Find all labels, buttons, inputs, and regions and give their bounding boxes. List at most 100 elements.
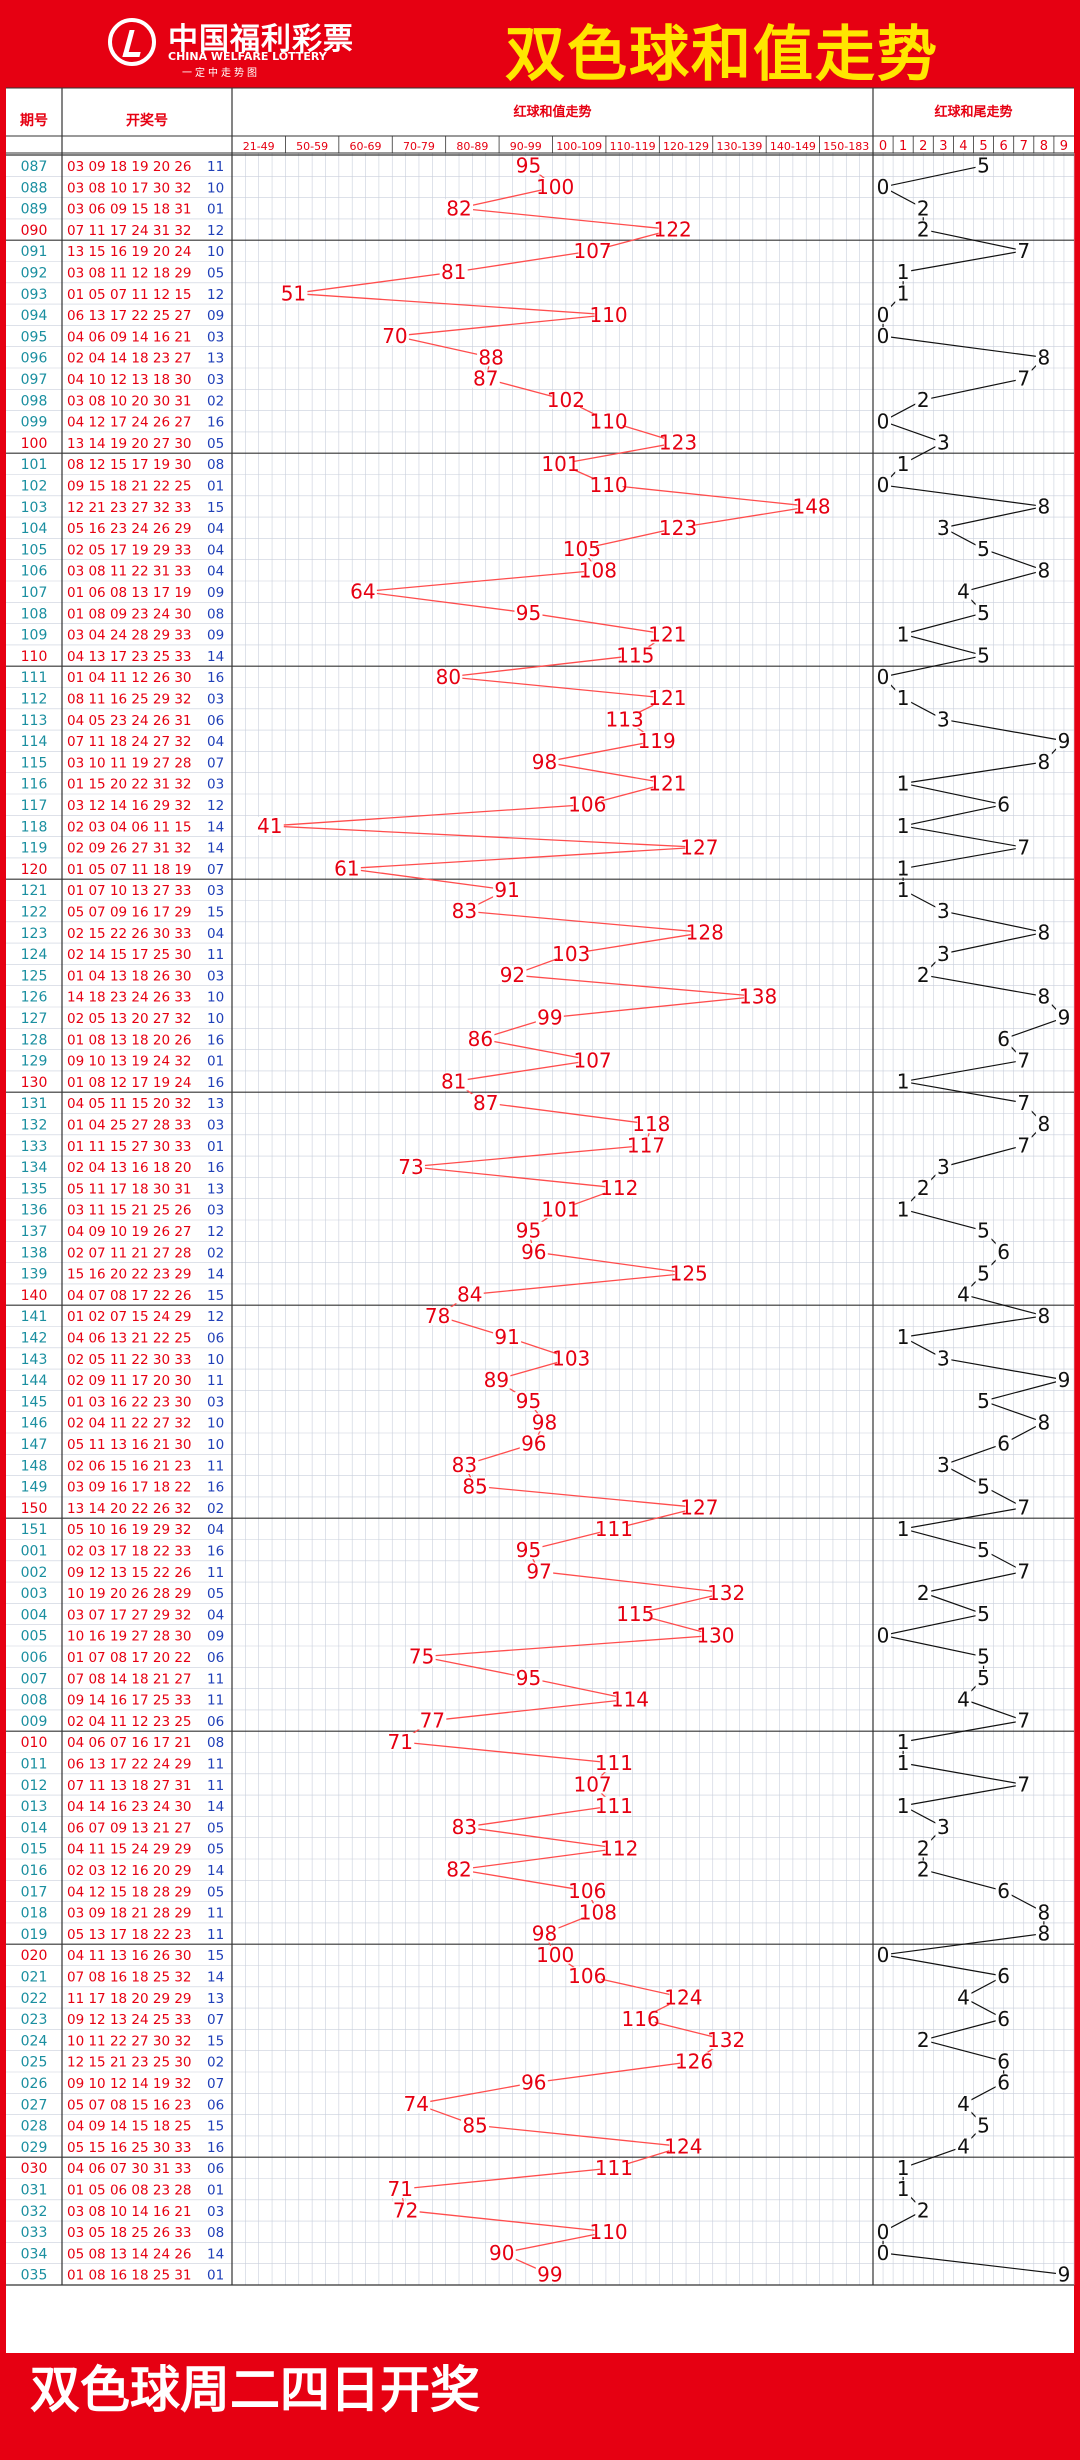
tail-label-bg [995,1967,1012,1986]
tail-label-bg [1055,731,1072,750]
period-cell: 133 [21,1139,48,1155]
sum-value-mark: 130 [696,1623,734,1647]
sum-trend-line [421,1656,529,1679]
sum-label-bg [573,795,602,814]
tail-value-mark: 1 [897,1794,910,1818]
tail-value-mark: 5 [977,1389,990,1413]
red-balls-cell: 04 05 11 15 20 32 [67,1096,192,1112]
red-balls-cell: 03 09 18 21 28 29 [67,1906,192,1922]
sum-value-mark: 106 [568,1879,606,1903]
sum-value-mark: 113 [606,707,644,731]
red-balls-cell: 03 08 10 20 30 31 [67,393,192,409]
sum-value-mark: 100 [536,175,574,199]
sum-trend-line [400,2167,614,2190]
tail-value-mark: 1 [897,878,910,902]
period-cell: 029 [21,2140,48,2156]
period-cell: 111 [21,670,48,686]
sum-label-bg [578,241,607,260]
sum-value-mark: 111 [595,1517,633,1541]
tail-label-bg [875,305,892,324]
tail-label-bg [975,1264,992,1283]
sum-label-bg [471,1093,500,1112]
sum-label-bg [599,1519,628,1538]
period-cell: 001 [21,1544,48,1560]
period-cell: 021 [21,1970,48,1986]
red-balls-cell: 01 05 07 11 12 15 [67,287,192,303]
sum-label-bg [466,1029,495,1048]
red-balls-cell: 04 09 14 15 18 25 [67,2119,192,2135]
red-balls-cell: 04 07 08 17 22 26 [67,1288,192,1304]
blue-ball-cell: 11 [207,1927,224,1943]
red-balls-cell: 06 07 09 13 21 27 [67,1820,192,1836]
blue-ball-cell: 04 [207,521,224,537]
period-cell: 113 [21,713,48,729]
tail-label-bg [995,2052,1012,2071]
sum-value-mark: 117 [627,1133,665,1157]
red-balls-cell: 05 13 17 18 22 23 [67,1927,192,1943]
tail-trend-line [943,718,1065,742]
period-cell: 147 [21,1437,48,1453]
sum-value-mark: 106 [568,1964,606,1988]
sum-label-bg [439,263,468,282]
tail-value-mark: 5 [977,1261,990,1285]
tail-label-bg [995,1881,1012,1900]
tail-label-bg [995,795,1012,814]
tail-label-bg [895,1072,912,1091]
sum-label-bg [578,1775,607,1794]
sum-label-bg [519,1242,548,1261]
logo-slogan: 一定中走势图 [182,68,260,79]
period-cell: 131 [21,1096,48,1112]
blue-ball-cell: 06 [207,1331,224,1347]
blue-ball-cell: 03 [207,329,224,345]
red-balls-cell: 04 14 16 23 24 30 [67,1799,192,1815]
range-label: 110-119 [610,140,656,153]
tail-label-bg [935,1349,952,1368]
tail-label-bg [975,2116,992,2135]
blue-ball-cell: 10 [207,1352,224,1368]
tail-trend-line [903,846,1024,870]
tail-label-bg [895,816,912,835]
sum-value-mark: 103 [552,942,590,966]
tail-trend-line [963,1293,1045,1317]
tail-value-mark: 3 [937,1346,950,1370]
range-label: 130-139 [716,140,762,153]
tail-trend-line [943,505,1044,529]
blue-ball-cell: 01 [207,1139,224,1155]
tail-trend-line [923,1570,1024,1594]
red-balls-cell: 02 15 22 26 30 33 [67,926,192,942]
tail-label-bg [895,689,912,708]
red-balls-cell: 04 12 17 24 26 27 [67,415,192,431]
sum-label-bg [621,1605,650,1624]
sum-label-bg [594,476,623,495]
tail-label-bg [1035,348,1052,367]
tail-value-mark: 7 [1017,1133,1030,1157]
red-balls-cell: 05 10 16 19 29 32 [67,1522,192,1538]
period-cell: 107 [21,585,48,601]
sum-value-mark: 107 [573,1048,611,1072]
sum-trend-line [539,1570,727,1594]
tail-value-mark: 1 [897,771,910,795]
tail-value-mark: 8 [1037,920,1050,944]
sum-label-bg [530,1413,559,1432]
sum-trend-line [362,591,529,614]
sum-label-bg [450,1455,479,1474]
tail-trend-line [943,1144,1024,1168]
period-cell: 146 [21,1416,48,1432]
tail-label-bg [955,2137,972,2156]
tail-trend-line [903,1762,1024,1786]
tail-label-bg [955,1988,972,2007]
tail-label-bg [1055,1008,1072,1027]
sum-trend-line [528,1677,631,1700]
tail-trend-line [923,228,1024,252]
tail-label-bg [935,1818,952,1837]
period-cell: 142 [21,1331,48,1347]
tail-value-mark: 8 [1037,1304,1050,1328]
blue-ball-cell: 02 [207,1245,224,1261]
sum-trend-line [405,2209,609,2233]
tail-label-bg [1035,923,1052,942]
tail-value-mark: 1 [897,281,910,305]
tail-value-mark: 9 [1058,1006,1071,1030]
sum-value-mark: 110 [589,473,627,497]
blue-ball-cell: 11 [207,1778,224,1794]
tail-trend-line [882,654,984,678]
